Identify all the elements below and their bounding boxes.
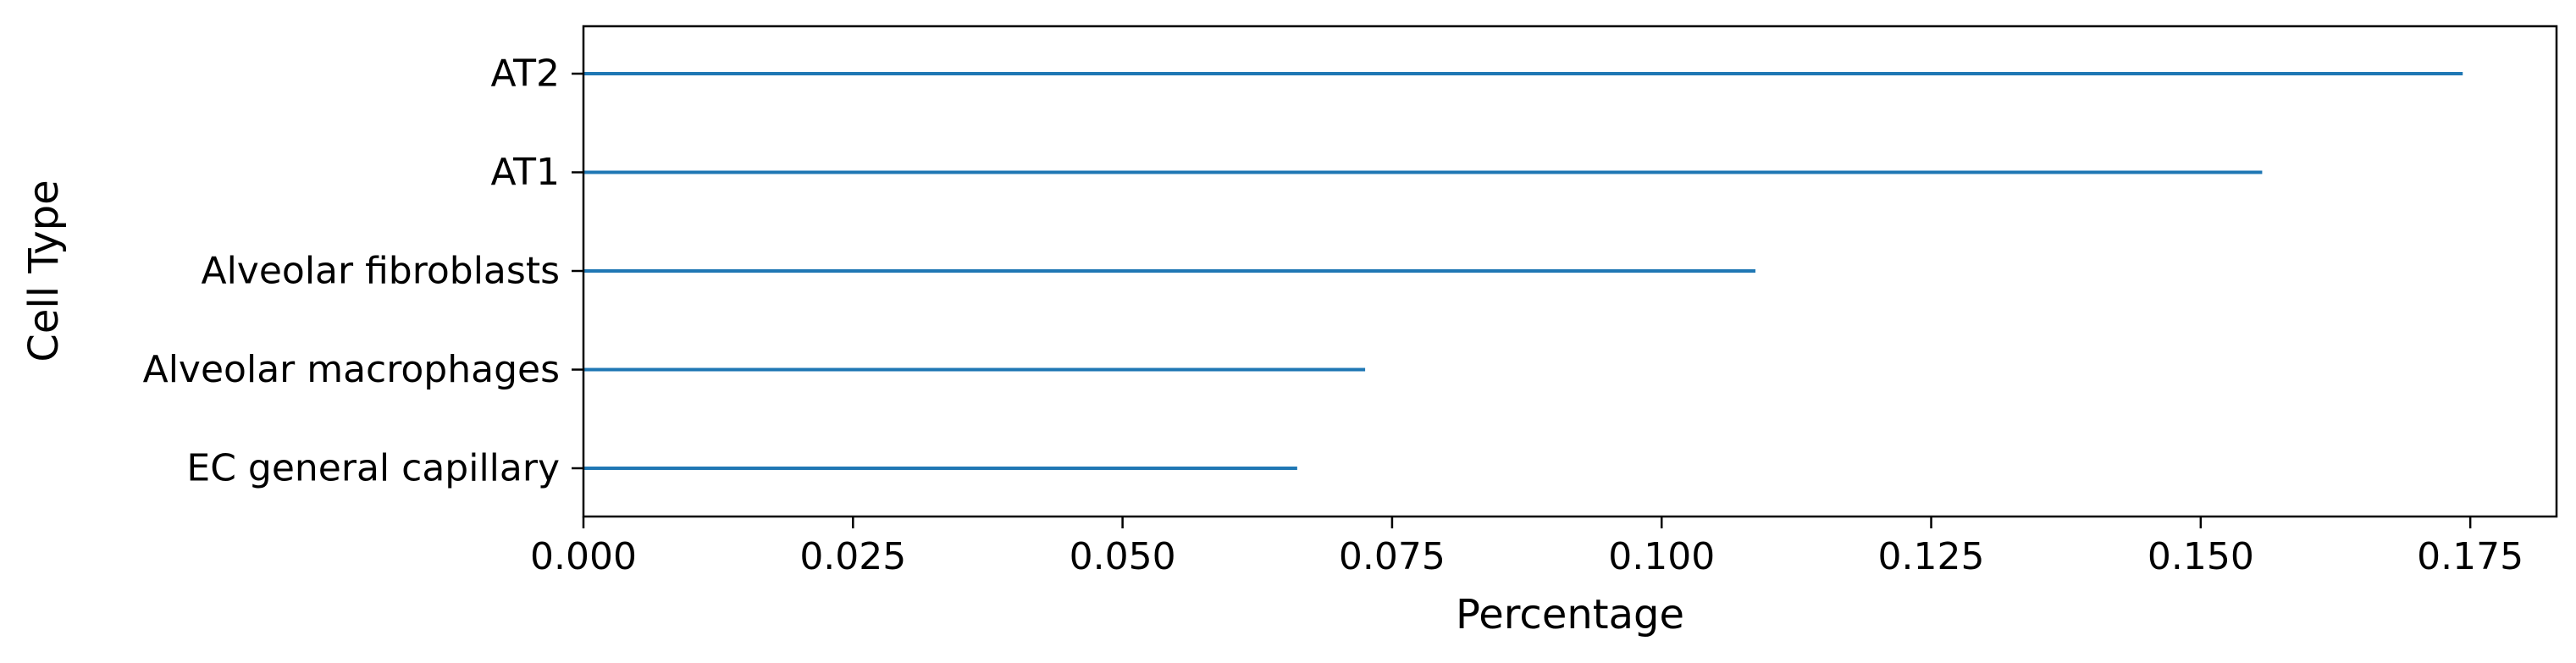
bar-alveolar-fibroblasts <box>583 269 1755 273</box>
x-axis: 0.000 0.025 0.050 0.075 0.100 0.125 0.150 0.175 <box>530 517 2523 578</box>
y-tick-label: Alveolar fibroblasts <box>201 250 560 293</box>
x-tick-label: 0.025 <box>799 535 906 578</box>
x-axis-title: Percentage <box>1456 591 1684 638</box>
y-axis-title: Cell Type <box>20 180 68 362</box>
x-tick-label: 0.000 <box>530 535 637 578</box>
bar-alveolar-macrophages <box>583 367 1366 372</box>
y-axis: AT2 AT1 Alveolar fibroblasts Alveolar macro… <box>143 52 583 490</box>
plot-frame <box>582 25 2558 518</box>
bars-layer <box>583 72 2463 470</box>
y-tick-label: AT1 <box>490 151 560 194</box>
x-tick-label: 0.175 <box>2417 535 2523 578</box>
x-tick-label: 0.050 <box>1070 535 1176 578</box>
y-tick-label: Alveolar macrophages <box>143 348 560 391</box>
bar-ec-general-capillary <box>583 467 1297 470</box>
y-tick-label: AT2 <box>490 52 560 96</box>
x-tick-label: 0.100 <box>1608 535 1715 578</box>
bar-at1 <box>583 170 2263 174</box>
x-tick-label: 0.125 <box>1878 535 1985 578</box>
x-tick-label: 0.150 <box>2148 535 2254 578</box>
bar-at2 <box>583 72 2463 75</box>
x-tick-label: 0.075 <box>1339 535 1446 578</box>
y-tick-label: EC general capillary <box>186 447 560 490</box>
